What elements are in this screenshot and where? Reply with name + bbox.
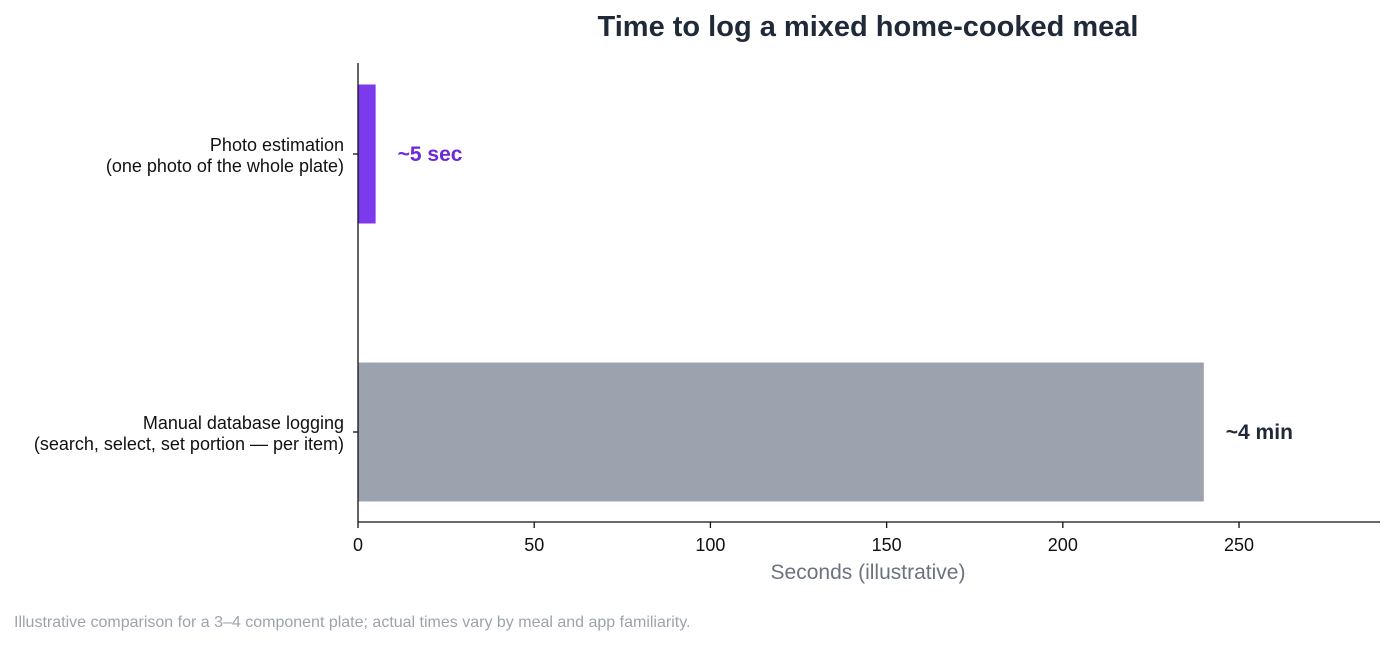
bar-1 xyxy=(358,362,1204,502)
x-tick-label-2: 100 xyxy=(695,535,725,555)
bar-value-label-0: ~5 sec xyxy=(398,143,463,166)
x-tick-label-1: 50 xyxy=(524,535,544,555)
plot-area: ~5 sec Photo estimation (one photo of the … xyxy=(34,63,1380,555)
chart-title: Time to log a mixed home-cooked meal xyxy=(598,11,1139,43)
x-tick-label-4: 200 xyxy=(1048,535,1078,555)
x-tick-label-3: 150 xyxy=(872,535,902,555)
category-label-1: Manual database logging (search, select, … xyxy=(34,413,344,454)
footnote: Illustrative comparison for a 3–4 compon… xyxy=(14,614,691,631)
category-label-0: Photo estimation (one photo of the whole … xyxy=(106,135,344,176)
bar-value-label-1: ~4 min xyxy=(1226,421,1293,444)
bar-0 xyxy=(358,84,376,224)
x-tick-label-0: 0 xyxy=(353,535,363,555)
x-axis-title: Seconds (illustrative) xyxy=(771,561,966,584)
bar-chart: Time to log a mixed home-cooked meal Sec… xyxy=(34,11,1380,584)
x-tick-label-5: 250 xyxy=(1224,535,1254,555)
